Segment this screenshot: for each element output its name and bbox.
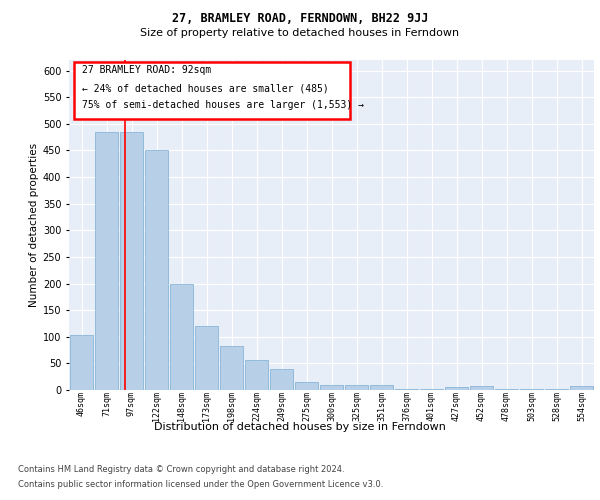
Bar (470, 386, 493, 390)
Bar (520, 389, 543, 390)
Bar (195, 326, 218, 390)
Bar (445, 388, 468, 390)
Bar (395, 389, 418, 390)
Bar (370, 384, 393, 390)
Bar (495, 389, 518, 390)
Text: 27 BRAMLEY ROAD: 92sqm: 27 BRAMLEY ROAD: 92sqm (82, 65, 211, 75)
Text: Contains HM Land Registry data © Crown copyright and database right 2024.: Contains HM Land Registry data © Crown c… (18, 465, 344, 474)
Text: Contains public sector information licensed under the Open Government Licence v3: Contains public sector information licen… (18, 480, 383, 489)
Bar (245, 360, 268, 390)
Bar (170, 284, 193, 390)
Text: 75% of semi-detached houses are larger (1,553) →: 75% of semi-detached houses are larger (… (82, 100, 364, 110)
Text: 27, BRAMLEY ROAD, FERNDOWN, BH22 9JJ: 27, BRAMLEY ROAD, FERNDOWN, BH22 9JJ (172, 12, 428, 26)
Bar (220, 346, 243, 390)
FancyBboxPatch shape (74, 62, 350, 120)
Text: ← 24% of detached houses are smaller (485): ← 24% of detached houses are smaller (48… (82, 83, 329, 93)
Bar (145, 150, 168, 390)
Bar (320, 384, 343, 390)
Bar (95, 132, 118, 390)
Bar (345, 384, 368, 390)
Bar (545, 389, 568, 390)
Text: Distribution of detached houses by size in Ferndown: Distribution of detached houses by size … (154, 422, 446, 432)
Bar (295, 382, 318, 390)
Bar (570, 386, 593, 390)
Text: Size of property relative to detached houses in Ferndown: Size of property relative to detached ho… (140, 28, 460, 38)
Bar (270, 368, 293, 390)
Bar (70, 335, 93, 390)
Y-axis label: Number of detached properties: Number of detached properties (29, 143, 38, 307)
Bar (120, 132, 143, 390)
Bar (420, 389, 443, 390)
